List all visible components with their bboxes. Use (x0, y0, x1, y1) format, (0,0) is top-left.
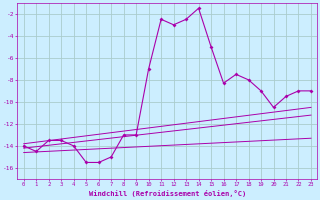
X-axis label: Windchill (Refroidissement éolien,°C): Windchill (Refroidissement éolien,°C) (89, 190, 246, 197)
